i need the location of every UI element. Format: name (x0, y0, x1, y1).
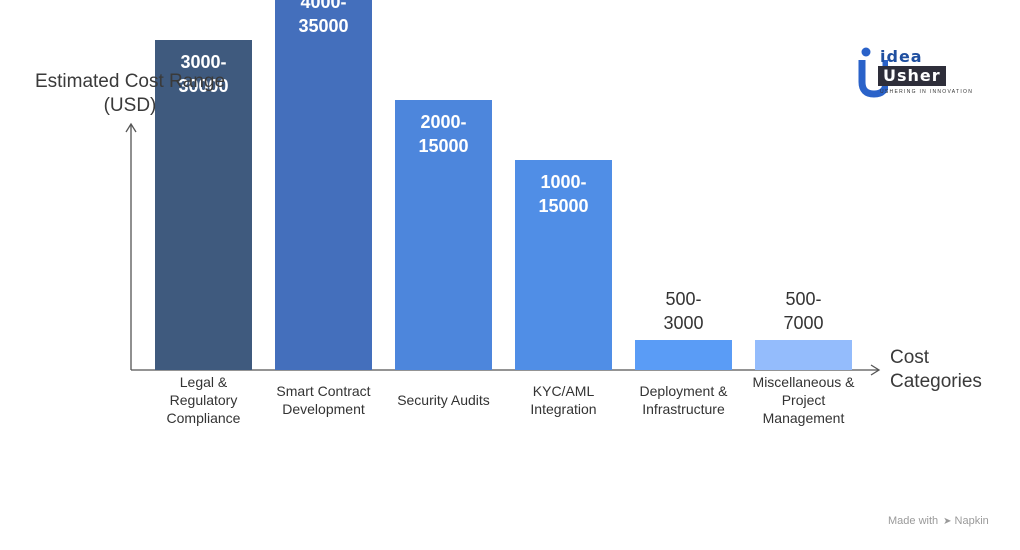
logo-u-icon (858, 47, 888, 98)
logo-word-usher: Usher (878, 66, 946, 86)
napkin-logo-icon: ➤ (943, 516, 952, 527)
category-tick-label: Deployment & Infrastructure (640, 383, 729, 417)
bar-value-label: 3000-30000 (178, 52, 228, 96)
bar-value-label: 1000-15000 (538, 172, 588, 216)
bar-value-label: 2000-15000 (418, 112, 468, 156)
bar (155, 40, 252, 370)
category-tick-label: Legal & Regulatory Compliance (167, 374, 241, 426)
bar (395, 100, 492, 370)
bar (275, 0, 372, 370)
logo-tagline: USHERING IN INNOVATION (880, 89, 974, 95)
category-tick-label: Smart Contract Development (276, 383, 370, 417)
bar-value-label: 500-3000 (663, 289, 703, 333)
category-tick-label: Security Audits (397, 392, 490, 408)
x-axis-arrowhead (870, 364, 881, 376)
footer-brand: Napkin (954, 515, 989, 527)
bar-value-label: 4000-35000 (298, 0, 348, 36)
footer-text: Made with (888, 515, 939, 527)
bar-value-label: 500-7000 (783, 289, 823, 333)
y-axis-title: Estimated Cost Range (USD) (34, 71, 226, 116)
x-axis-title: Cost Categories (890, 347, 982, 392)
category-tick-label: KYC/AML Integration (530, 383, 596, 417)
logo-word-idea: idea (880, 47, 923, 66)
y-axis-arrowhead (125, 122, 137, 133)
category-tick-label: Miscellaneous & Project Management (753, 374, 856, 426)
bar (515, 160, 612, 370)
made-with-napkin: Made with ➤ Napkin (888, 515, 989, 527)
bar (635, 340, 732, 370)
bar (755, 340, 852, 370)
idea-usher-logo: idea Usher USHERING IN INNOVATION (858, 46, 983, 98)
